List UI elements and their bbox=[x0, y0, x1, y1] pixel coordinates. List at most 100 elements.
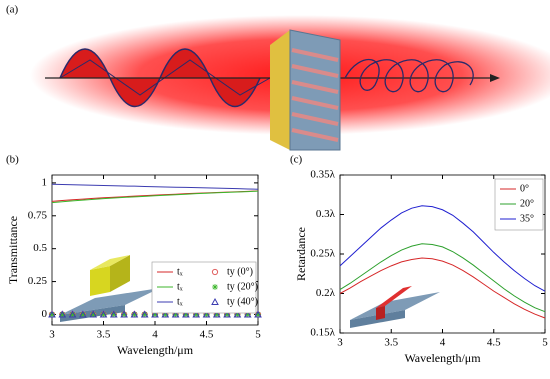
y-tick-label: 0.3λ bbox=[316, 208, 336, 220]
marker bbox=[99, 310, 108, 318]
x-axis-label: Wavelength/μm bbox=[117, 343, 194, 357]
x-tick-label: 4 bbox=[440, 337, 446, 349]
marker bbox=[79, 311, 86, 318]
legend: tₓ tₓ tₓ ty (0°) ty (20°) ty (40°) bbox=[151, 261, 258, 314]
series bbox=[49, 311, 261, 318]
legend-label: 0° bbox=[520, 183, 529, 194]
y-tick-label: 0.75 bbox=[28, 209, 48, 221]
marker bbox=[202, 310, 211, 318]
marker bbox=[193, 311, 200, 318]
panel-label: (a) bbox=[6, 4, 19, 16]
x-tick-label: 4.5 bbox=[487, 337, 501, 349]
x-tick-label: 3 bbox=[49, 329, 55, 341]
marker bbox=[140, 310, 149, 318]
x-tick-label: 4.5 bbox=[200, 329, 214, 341]
marker bbox=[90, 311, 97, 318]
marker bbox=[89, 310, 98, 318]
y-tick-label: 0 bbox=[42, 308, 48, 320]
helix bbox=[344, 59, 474, 93]
marker bbox=[171, 310, 180, 318]
data-line bbox=[339, 243, 546, 313]
marker bbox=[49, 311, 55, 318]
x-tick-label: 5 bbox=[542, 337, 548, 349]
x-tick-label: 3.5 bbox=[384, 337, 398, 349]
y-tick-label: 0.25 bbox=[28, 275, 48, 287]
marker bbox=[79, 310, 87, 318]
x-axis-label: Wavelength/μm bbox=[404, 351, 481, 365]
grating-lines bbox=[291, 48, 339, 142]
x-tick-label: 3 bbox=[337, 337, 343, 349]
marker bbox=[110, 311, 117, 318]
marker bbox=[69, 311, 76, 318]
x-tick-label: 5 bbox=[255, 329, 261, 341]
series bbox=[339, 243, 546, 313]
marker bbox=[224, 311, 231, 318]
marker bbox=[203, 311, 210, 318]
series bbox=[339, 205, 546, 292]
marker bbox=[151, 310, 159, 318]
marker bbox=[141, 311, 148, 318]
marker bbox=[131, 311, 138, 318]
legend-label: ty (0°) bbox=[227, 266, 253, 277]
legend-swatch bbox=[211, 297, 219, 305]
marker bbox=[152, 311, 158, 318]
marker bbox=[172, 311, 179, 318]
marker bbox=[59, 311, 66, 318]
series bbox=[48, 310, 262, 318]
y-tick-label: 0.5 bbox=[33, 242, 47, 254]
marker bbox=[234, 311, 241, 318]
data-line bbox=[339, 257, 546, 319]
arrow-head bbox=[490, 74, 500, 82]
y-tick-label: 0.2λ bbox=[316, 287, 336, 299]
marker bbox=[233, 310, 242, 318]
marker bbox=[213, 311, 220, 318]
y-axis-label: Retardance bbox=[294, 227, 308, 281]
marker bbox=[68, 310, 77, 318]
marker bbox=[243, 310, 252, 318]
marker bbox=[182, 311, 189, 318]
marker bbox=[223, 310, 231, 318]
marker bbox=[100, 311, 107, 318]
y-tick-label: 1 bbox=[42, 176, 48, 188]
marker bbox=[244, 311, 251, 318]
marker bbox=[182, 310, 190, 318]
series bbox=[51, 190, 259, 204]
marker bbox=[120, 310, 128, 318]
data-line bbox=[51, 183, 259, 190]
panel-label: (b) bbox=[6, 154, 19, 166]
legend-label: ty (20°) bbox=[227, 281, 258, 292]
legend-label: tₓ bbox=[177, 266, 183, 277]
marker bbox=[162, 311, 169, 318]
data-line bbox=[339, 205, 546, 292]
legend-label: 35° bbox=[520, 213, 534, 224]
marker bbox=[58, 310, 67, 318]
legend-label: ty (40°) bbox=[227, 296, 258, 307]
x-tick-label: 4 bbox=[152, 329, 158, 341]
y-tick-label: 0.15λ bbox=[310, 327, 335, 339]
marker bbox=[48, 310, 56, 318]
marker bbox=[130, 310, 139, 318]
data-line bbox=[51, 190, 259, 204]
marker bbox=[161, 310, 170, 318]
marker bbox=[192, 310, 201, 318]
series bbox=[339, 257, 546, 319]
legend-label: 20° bbox=[520, 198, 534, 209]
panel-label: (c) bbox=[290, 154, 303, 166]
legend-swatch bbox=[212, 284, 218, 290]
inset-c bbox=[350, 286, 440, 328]
illustration: (a) bbox=[6, 4, 550, 151]
legend-label: tₓ bbox=[177, 281, 183, 292]
marker bbox=[109, 310, 118, 318]
series bbox=[51, 183, 259, 190]
marker bbox=[254, 310, 262, 318]
legend-label: tₓ bbox=[177, 296, 183, 307]
marker bbox=[212, 310, 221, 318]
marker bbox=[121, 311, 128, 318]
y-tick-label: 0.25λ bbox=[310, 248, 335, 260]
substrate-edge bbox=[270, 30, 290, 150]
y-tick-label: 0.35λ bbox=[310, 169, 335, 181]
legend-swatch bbox=[211, 268, 219, 276]
x-tick-label: 3.5 bbox=[97, 329, 111, 341]
legend: 0° 20° 35° bbox=[494, 178, 544, 231]
